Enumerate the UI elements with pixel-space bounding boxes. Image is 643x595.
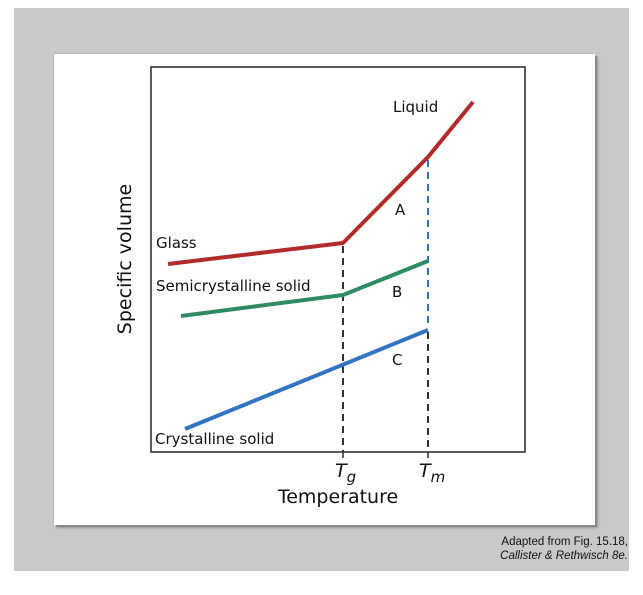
label-semicrystalline: Semicrystalline solid [156, 277, 311, 295]
glass-liquid-curve [167, 100, 475, 266]
x-axis-title: Temperature [277, 486, 398, 508]
caption-line-1: Adapted from Fig. 15.18, [501, 536, 628, 548]
source-caption: Adapted from Fig. 15.18, Callister & Ret… [500, 535, 628, 563]
tick-label-tm: Tm [419, 460, 445, 486]
label-crystalline: Crystalline solid [155, 430, 274, 448]
figure-card [54, 54, 595, 525]
tick-label-tg: Tg [335, 460, 356, 486]
caption-line-2: Callister & Rethwisch 8e. [500, 550, 628, 562]
label-glass: Glass [156, 234, 197, 252]
region-label-a: A [395, 201, 406, 219]
region-label-c: C [392, 351, 402, 369]
label-liquid: Liquid [393, 98, 438, 116]
region-label-b: B [392, 283, 402, 301]
plot-frame [150, 66, 526, 453]
y-axis-title: Specific volume [114, 184, 136, 334]
crystalline-curve [184, 328, 429, 431]
semicrystalline-curve [180, 259, 429, 318]
